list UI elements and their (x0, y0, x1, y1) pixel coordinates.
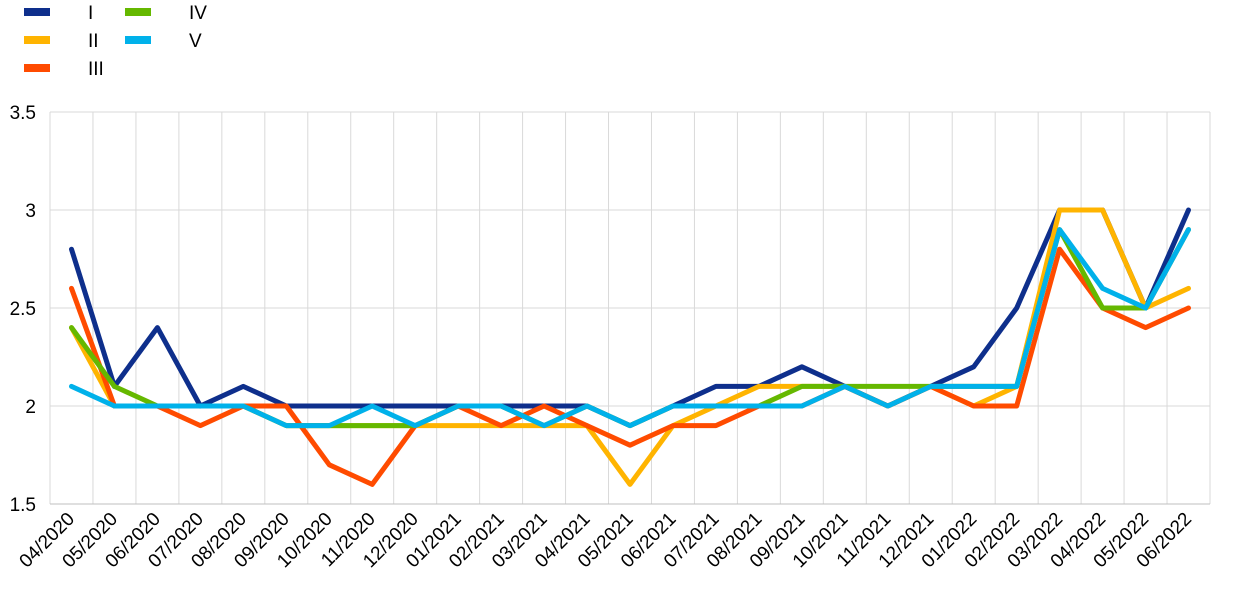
y-tick-label: 3 (25, 201, 36, 222)
legend-swatch-I (24, 8, 50, 16)
y-tick-label: 3.5 (10, 103, 36, 124)
grid-lines (49, 111, 1211, 505)
y-tick-labels: 1.5 2 2.5 3 3.5 (10, 103, 36, 516)
legend-label-V: V (189, 31, 202, 52)
y-tick-label: 2.5 (10, 299, 36, 320)
x-tick-labels: 04/202005/202006/202007/202008/202009/20… (16, 509, 1196, 572)
series-line-III (69, 246, 1191, 487)
legend-label-I: I (88, 3, 93, 24)
legend-swatch-IV (125, 8, 151, 16)
y-tick-label: 2 (25, 397, 36, 418)
series-lines (69, 207, 1191, 487)
legend-swatch-II (24, 36, 50, 44)
y-tick-label: 1.5 (10, 495, 36, 516)
series-line-V (69, 227, 1191, 429)
legend-swatch-III (24, 64, 50, 72)
legend-label-IV: IV (189, 3, 207, 24)
legend-swatch-V (125, 36, 151, 44)
legend-label-III: III (88, 59, 104, 80)
legend-label-II: II (88, 31, 99, 52)
